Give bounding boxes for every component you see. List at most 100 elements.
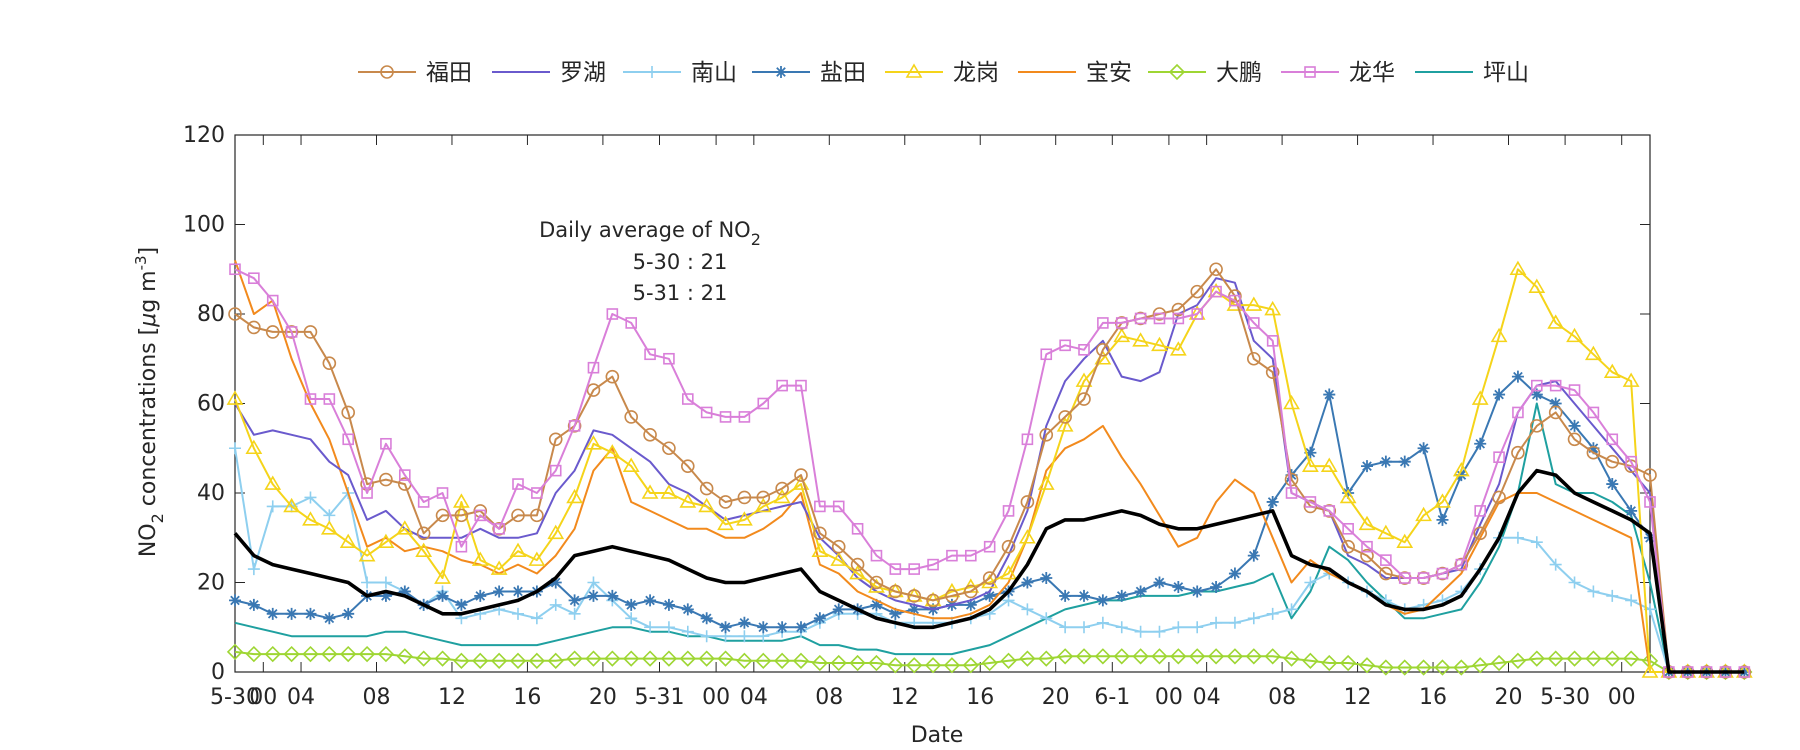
- y-label-sub: 2: [148, 513, 167, 523]
- x-tick-label: 12: [1344, 685, 1372, 710]
- data-point: [323, 612, 336, 625]
- data-point: [1490, 327, 1508, 343]
- data-point: [1172, 312, 1185, 325]
- data-point: [530, 508, 544, 523]
- data-point: [814, 500, 826, 513]
- data-point: [531, 487, 543, 499]
- daily-average-annotation: Daily average of NO2 5-30 : 21 5-31 : 21: [539, 218, 761, 305]
- data-point: [1151, 648, 1168, 665]
- y-tick-label: 100: [183, 213, 225, 238]
- data-point: [528, 551, 546, 566]
- data-point: [1115, 589, 1128, 602]
- data-point: [1151, 336, 1168, 352]
- data-point: [1134, 312, 1147, 325]
- data-point: [1019, 529, 1036, 544]
- x-tick-label: 00: [1608, 685, 1636, 710]
- data-point: [587, 589, 600, 602]
- data-point: [1115, 621, 1128, 634]
- data-point: [813, 526, 827, 541]
- data-point: [698, 497, 716, 513]
- data-point: [1509, 260, 1527, 276]
- data-point: [493, 585, 506, 598]
- y-tick-label: 120: [183, 123, 225, 148]
- data-point: [1474, 505, 1486, 517]
- data-point: [1040, 612, 1053, 625]
- data-point: [662, 598, 675, 611]
- data-point: [1415, 659, 1432, 676]
- data-point: [795, 379, 807, 392]
- data-point: [415, 542, 433, 557]
- data-point: [549, 464, 562, 477]
- legend-item: 福田: [358, 60, 472, 86]
- data-point: [679, 493, 697, 508]
- data-point: [566, 650, 583, 667]
- data-point: [1530, 536, 1543, 549]
- data-point: [226, 643, 244, 660]
- data-point: [1172, 621, 1185, 634]
- data-point: [643, 428, 657, 442]
- data-point: [1530, 388, 1543, 401]
- legend-label: 大鹏: [1216, 60, 1262, 86]
- data-point: [719, 411, 732, 423]
- data-point: [832, 603, 845, 616]
- data-point: [1738, 666, 1751, 678]
- data-point: [1304, 496, 1317, 508]
- data-point: [379, 472, 393, 487]
- data-point: [1059, 589, 1072, 602]
- data-point: [1228, 616, 1241, 629]
- legend-item: 盐田: [752, 60, 866, 86]
- data-point: [284, 325, 299, 339]
- data-point: [1492, 490, 1506, 505]
- data-point: [1624, 459, 1638, 473]
- data-point: [304, 607, 317, 620]
- data-point: [775, 481, 789, 496]
- legend-item: 大鹏: [1148, 60, 1262, 86]
- data-point: [1320, 457, 1338, 472]
- data-point: [323, 509, 336, 522]
- data-point: [908, 563, 921, 575]
- data-point: [718, 495, 733, 509]
- data-point: [1493, 388, 1506, 401]
- data-point: [247, 563, 260, 576]
- data-point: [266, 607, 279, 620]
- data-point: [1210, 285, 1222, 298]
- data-point: [660, 650, 678, 667]
- data-point: [776, 379, 788, 392]
- data-point: [832, 500, 845, 513]
- data-point: [908, 603, 921, 616]
- data-point: [321, 645, 338, 663]
- data-point: [625, 317, 638, 329]
- data-point: [454, 508, 469, 523]
- data-point: [1191, 621, 1204, 634]
- data-point: [1358, 515, 1376, 531]
- data-point: [264, 475, 282, 490]
- data-point: [320, 520, 338, 535]
- data-point: [511, 508, 525, 523]
- data-point: [1568, 576, 1581, 589]
- data-point: [1606, 433, 1619, 446]
- data-point: [1132, 332, 1149, 347]
- data-point: [1587, 406, 1600, 419]
- data-point: [1247, 612, 1260, 625]
- data-point: [1113, 327, 1131, 343]
- data-point: [509, 542, 527, 557]
- data-point: [509, 652, 527, 669]
- y-tick-label: 20: [197, 571, 225, 596]
- data-point: [491, 652, 508, 669]
- data-point: [1417, 442, 1430, 455]
- annotation-line-5-30: 5-30 : 21: [633, 250, 728, 274]
- data-point: [1455, 558, 1468, 571]
- x-tick-label: 16: [513, 685, 541, 710]
- data-point: [1528, 278, 1546, 293]
- data-point: [436, 487, 449, 499]
- data-point: [1303, 499, 1318, 514]
- legend-label: 龙华: [1349, 60, 1395, 86]
- data-point: [1058, 410, 1072, 424]
- legend-swatch-marker: [646, 66, 658, 78]
- data-point: [1264, 300, 1282, 316]
- data-point: [1059, 339, 1071, 352]
- data-point: [549, 576, 562, 589]
- data-point: [641, 650, 659, 667]
